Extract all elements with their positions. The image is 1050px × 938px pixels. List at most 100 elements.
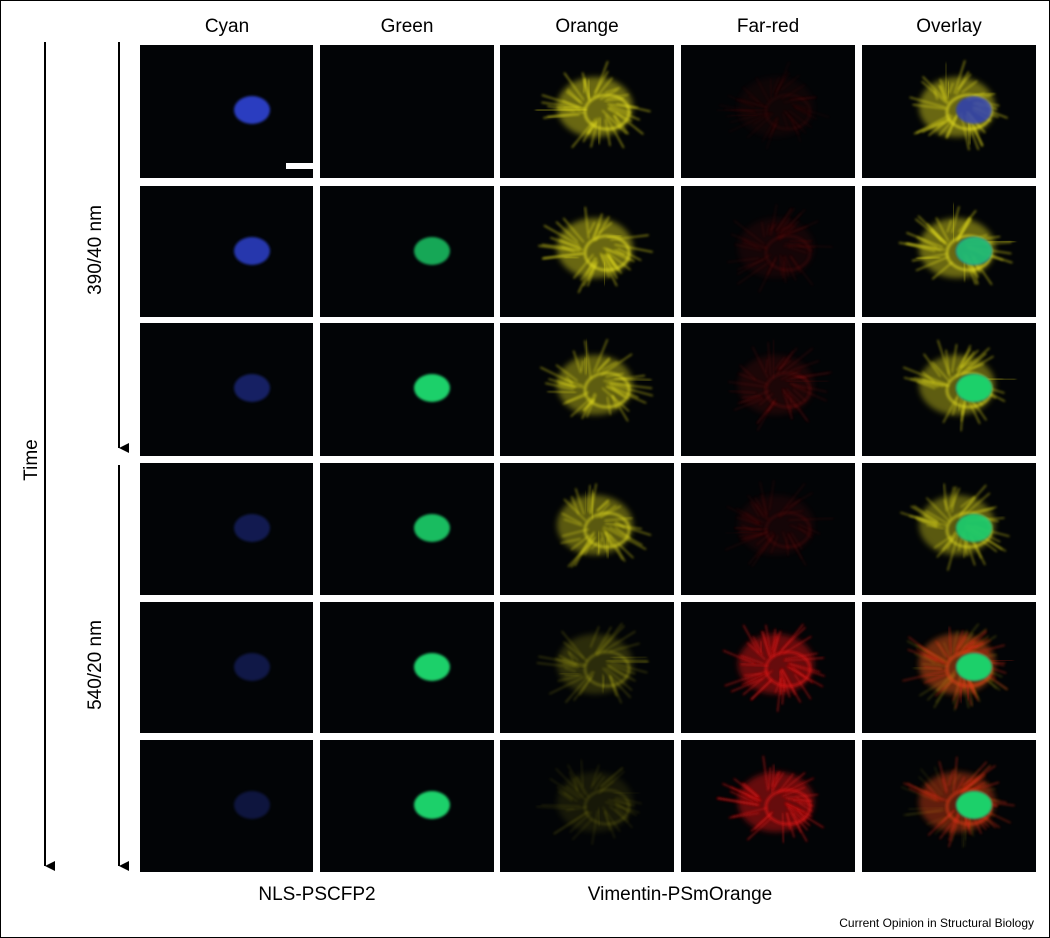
filament xyxy=(580,759,584,787)
filament xyxy=(963,539,968,558)
filament xyxy=(771,76,781,94)
filament xyxy=(577,257,596,294)
filament xyxy=(794,673,812,700)
filament xyxy=(563,498,587,522)
panel-background xyxy=(320,186,494,317)
filament xyxy=(614,249,635,263)
filament xyxy=(737,396,763,405)
filament xyxy=(575,488,585,515)
cell-body xyxy=(738,355,814,415)
filament xyxy=(746,817,772,841)
filament xyxy=(598,117,601,145)
filament xyxy=(789,397,793,413)
filament xyxy=(593,338,609,373)
filament xyxy=(591,772,602,787)
filament xyxy=(549,778,581,800)
bottom-label: NLS-PSCFP2 xyxy=(258,884,375,905)
filament xyxy=(550,237,581,249)
filament xyxy=(963,629,987,648)
filament xyxy=(909,96,946,109)
filament xyxy=(594,776,605,791)
filament xyxy=(783,256,789,277)
filament xyxy=(600,767,624,788)
filament xyxy=(948,82,954,94)
filament xyxy=(773,637,779,658)
filament xyxy=(945,114,958,138)
micrograph xyxy=(140,740,313,872)
filament xyxy=(961,641,975,652)
filament xyxy=(603,247,625,256)
cell-rim xyxy=(764,511,812,549)
filament xyxy=(760,641,762,653)
filament xyxy=(784,110,807,134)
filament xyxy=(749,501,760,518)
filament xyxy=(586,394,597,418)
filament xyxy=(913,121,945,135)
filament xyxy=(565,376,573,385)
filament xyxy=(548,676,585,695)
filament xyxy=(780,626,806,651)
filament xyxy=(789,255,814,286)
filament xyxy=(780,84,806,101)
filament xyxy=(734,243,762,251)
filament xyxy=(563,641,588,662)
filament xyxy=(609,642,640,653)
filament xyxy=(729,790,755,803)
filament xyxy=(563,72,585,101)
filament xyxy=(790,383,807,390)
filament xyxy=(738,373,769,386)
cell-rim xyxy=(764,788,812,826)
filament xyxy=(564,674,579,677)
filament xyxy=(561,246,575,253)
filament xyxy=(953,60,966,94)
filament xyxy=(605,532,612,546)
filament xyxy=(781,668,797,696)
filament xyxy=(729,111,768,123)
filament xyxy=(739,364,757,381)
filament xyxy=(924,790,944,802)
time-label: Time xyxy=(21,439,42,481)
filament xyxy=(730,233,768,249)
filament xyxy=(553,810,590,835)
panel-background xyxy=(320,463,494,595)
filament xyxy=(733,778,759,798)
filament xyxy=(780,369,801,381)
filament xyxy=(948,812,960,841)
filament xyxy=(913,505,939,523)
filament xyxy=(601,109,628,135)
column-header: Overlay xyxy=(916,16,982,37)
filament xyxy=(748,95,764,106)
filament xyxy=(770,204,778,236)
micrograph xyxy=(320,602,494,733)
filament xyxy=(580,360,584,372)
filament xyxy=(604,517,633,522)
filament xyxy=(961,347,990,374)
filament xyxy=(765,624,773,658)
micrograph xyxy=(862,463,1036,595)
filament xyxy=(571,819,593,841)
filament xyxy=(600,531,608,553)
cell-rim xyxy=(583,650,631,688)
filament xyxy=(916,236,938,249)
micrograph xyxy=(140,186,313,317)
micrograph xyxy=(500,186,674,317)
filament xyxy=(912,104,948,110)
filament xyxy=(601,387,630,412)
panel-background xyxy=(140,602,313,733)
filament xyxy=(568,771,578,791)
arrow-label: 540/20 nm xyxy=(85,620,106,710)
filament xyxy=(954,630,964,655)
filament xyxy=(779,670,782,695)
filament xyxy=(913,377,948,387)
filament xyxy=(942,531,957,551)
filament xyxy=(960,496,976,508)
filament xyxy=(958,535,963,551)
filament xyxy=(931,361,950,382)
panel-background xyxy=(140,323,313,456)
filament xyxy=(788,663,826,677)
panel-grid xyxy=(140,45,1036,872)
filament xyxy=(923,673,948,684)
filament xyxy=(601,674,604,693)
filament xyxy=(575,776,590,798)
